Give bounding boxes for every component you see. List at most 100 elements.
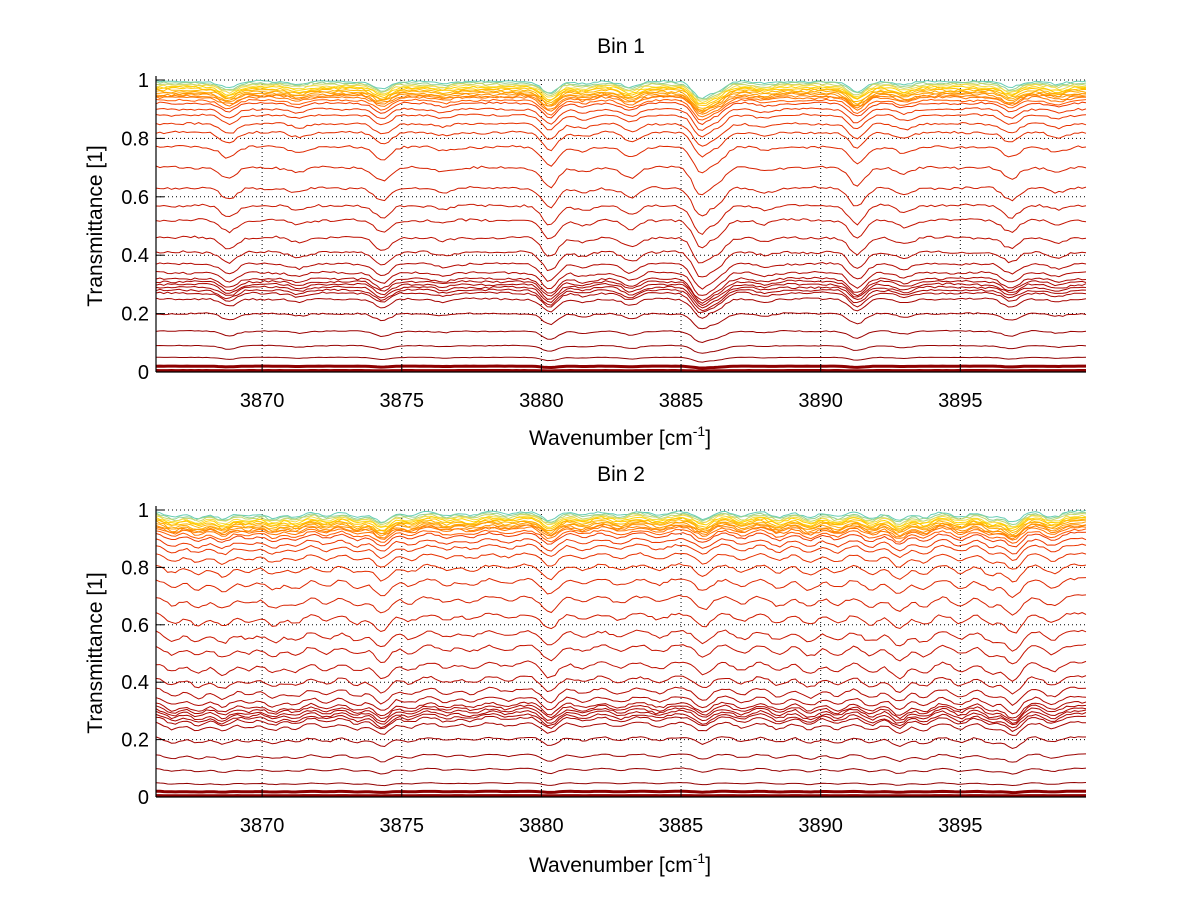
series-group (155, 79, 1087, 373)
series-line (155, 121, 1087, 147)
plot-title: Bin 1 (597, 35, 645, 58)
series-line (155, 95, 1086, 118)
x-tick-label: 3885 (659, 390, 704, 412)
series-line (155, 364, 1086, 370)
series-line (155, 712, 1087, 729)
series-line (155, 85, 1087, 104)
series-line (155, 279, 1087, 304)
series-line (155, 516, 1087, 529)
series-line (155, 594, 1087, 616)
series-line (155, 185, 1087, 217)
y-tick-label: 1 (138, 70, 149, 92)
series-line (155, 368, 1086, 373)
plot-title: Bin 2 (597, 463, 645, 486)
series-line (155, 291, 1087, 314)
x-tick-label: 3870 (240, 815, 285, 837)
series-line (155, 709, 1087, 726)
series-line (155, 720, 1087, 736)
x-tick-label: 3875 (380, 390, 425, 412)
series-line (155, 344, 1087, 354)
series-line (155, 98, 1087, 121)
series-line (155, 660, 1087, 682)
series-line (155, 88, 1087, 109)
y-tick-labels: 0 0.2 0.4 0.6 0.8 1 (121, 500, 149, 809)
y-axis-title: Transmittance [1] (84, 572, 107, 733)
x-tick-label: 3895 (938, 390, 983, 412)
x-tick-label: 3890 (798, 815, 843, 837)
series-line (155, 643, 1087, 665)
x-tick-labels: 3870 3875 3880 3885 3890 3895 (240, 815, 983, 837)
panel-bin-2: Bin 2 0 0.2 0.4 0.6 0.8 1 3870 3875 3880 3885 389… (84, 463, 1087, 877)
series-line (155, 113, 1087, 138)
series-line (155, 537, 1087, 555)
series-line (155, 86, 1087, 106)
series-line (155, 514, 1087, 528)
y-tick-label: 0.8 (121, 128, 149, 150)
series-line (155, 612, 1087, 634)
series-line (155, 531, 1087, 548)
x-tick-label: 3880 (519, 390, 564, 412)
series-line (155, 329, 1087, 344)
series-line (155, 203, 1087, 236)
y-tick-label: 0.8 (121, 557, 149, 579)
y-tick-label: 0.6 (121, 187, 149, 209)
series-line (155, 101, 1087, 126)
series-line (155, 282, 1087, 307)
x-axis-title: Wavenumber [cm-1] (529, 850, 711, 877)
series-line (155, 528, 1087, 544)
series-line (155, 543, 1087, 562)
series-line (155, 707, 1087, 724)
x-tick-label: 3885 (659, 815, 704, 837)
series-line (155, 524, 1087, 540)
series-line (155, 511, 1087, 526)
y-axis-title: Transmittance [1] (84, 145, 107, 306)
series-line (155, 781, 1087, 787)
series-line (155, 218, 1087, 249)
series-line (155, 288, 1087, 312)
series-line (155, 285, 1087, 309)
x-tick-label: 3895 (938, 815, 983, 837)
y-tick-label: 1 (138, 500, 149, 522)
series-line (155, 107, 1087, 131)
series-line (155, 144, 1087, 174)
y-tick-label: 0.4 (121, 245, 149, 267)
series-line (156, 356, 1087, 363)
series-line (155, 736, 1086, 750)
series-line (155, 715, 1087, 733)
grid (156, 509, 1086, 797)
y-tick-label: 0.2 (121, 304, 149, 326)
series-line (155, 686, 1087, 707)
series-line (155, 91, 1086, 112)
series-line (155, 521, 1087, 537)
y-tick-label: 0.6 (121, 615, 149, 637)
series-line (155, 525, 1087, 541)
series-line (155, 518, 1087, 534)
x-axis-title: Wavenumber [cm-1] (529, 423, 711, 450)
y-tick-labels: 0 0.2 0.4 0.6 0.8 1 (121, 70, 149, 384)
series-line (155, 700, 1087, 719)
series-line (155, 80, 1087, 100)
x-tick-label: 3880 (519, 815, 564, 837)
axes (155, 506, 1086, 798)
series-line (155, 675, 1087, 695)
series-line (155, 563, 1087, 583)
series-line (155, 270, 1087, 296)
series-line (155, 767, 1087, 775)
series-line (155, 704, 1087, 721)
x-tick-label: 3870 (240, 390, 285, 412)
series-line (155, 753, 1087, 763)
series-line (155, 83, 1087, 103)
series-line (155, 92, 1087, 114)
series-line (155, 552, 1087, 570)
panel-bin-1: Bin 1 0 0.2 0.4 0.6 0.8 1 3870 3875 3880 3885 389… (84, 35, 1087, 450)
y-tick-label: 0.2 (121, 730, 149, 752)
series-line (155, 276, 1087, 302)
series-line (155, 165, 1087, 196)
y-tick-label: 0.4 (121, 672, 149, 694)
series-group (155, 509, 1087, 798)
series-line (155, 577, 1087, 599)
y-tick-label: 0 (138, 362, 149, 384)
series-line (155, 629, 1087, 652)
series-line (156, 312, 1087, 330)
